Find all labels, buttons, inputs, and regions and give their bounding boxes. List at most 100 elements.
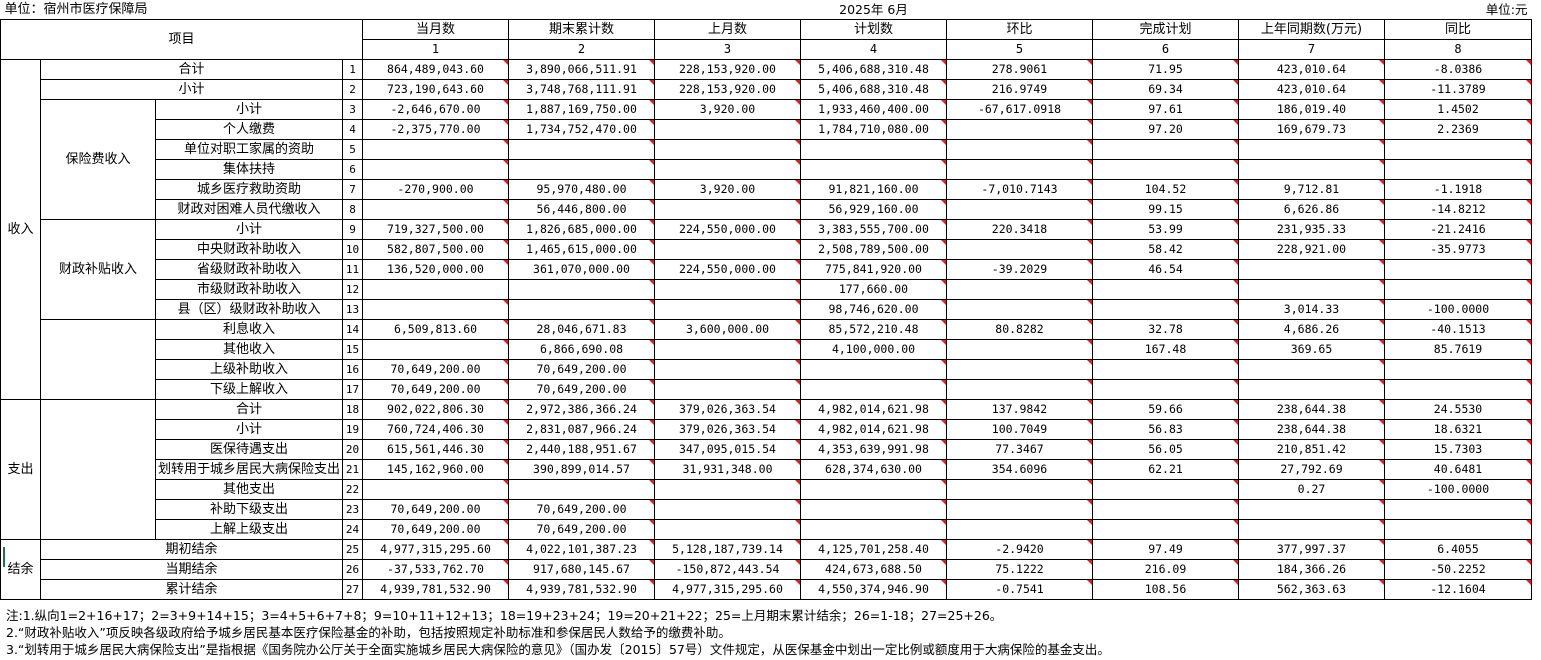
value-cell[interactable]: 167.48 — [1092, 339, 1239, 360]
value-cell[interactable]: 224,550,000.00 — [654, 259, 801, 280]
value-cell[interactable] — [946, 379, 1093, 400]
value-cell[interactable]: -21.2416 — [1384, 219, 1532, 240]
value-cell[interactable] — [654, 199, 801, 220]
value-cell[interactable]: 56.05 — [1092, 439, 1239, 460]
value-cell[interactable]: 70,649,200.00 — [508, 379, 655, 400]
value-cell[interactable]: -37,533,762.70 — [362, 559, 509, 580]
value-cell[interactable]: -2,646,670.00 — [362, 99, 509, 120]
value-cell[interactable]: 917,680,145.67 — [508, 559, 655, 580]
value-cell[interactable]: 59.66 — [1092, 399, 1239, 420]
value-cell[interactable] — [800, 479, 947, 500]
value-cell[interactable]: 32.78 — [1092, 319, 1239, 340]
value-cell[interactable]: 615,561,446.30 — [362, 439, 509, 460]
value-cell[interactable]: 31,931,348.00 — [654, 459, 801, 480]
value-cell[interactable] — [1238, 139, 1385, 160]
value-cell[interactable]: -0.7541 — [946, 579, 1093, 600]
value-cell[interactable] — [800, 359, 947, 380]
value-cell[interactable]: 85.7619 — [1384, 339, 1532, 360]
value-cell[interactable] — [946, 479, 1093, 500]
value-cell[interactable] — [1092, 479, 1239, 500]
value-cell[interactable]: 224,550,000.00 — [654, 219, 801, 240]
value-cell[interactable]: 2,972,386,366.24 — [508, 399, 655, 420]
value-cell[interactable]: 1,734,752,470.00 — [508, 119, 655, 140]
value-cell[interactable] — [362, 139, 509, 160]
value-cell[interactable]: 24.5530 — [1384, 399, 1532, 420]
value-cell[interactable]: 390,899,014.57 — [508, 459, 655, 480]
value-cell[interactable]: 4,100,000.00 — [800, 339, 947, 360]
value-cell[interactable]: 62.21 — [1092, 459, 1239, 480]
value-cell[interactable]: 40.6481 — [1384, 459, 1532, 480]
value-cell[interactable]: -14.8212 — [1384, 199, 1532, 220]
value-cell[interactable] — [654, 299, 801, 320]
value-cell[interactable]: 136,520,000.00 — [362, 259, 509, 280]
value-cell[interactable]: 70,649,200.00 — [508, 499, 655, 520]
value-cell[interactable] — [1384, 499, 1532, 520]
value-cell[interactable]: 723,190,643.60 — [362, 79, 509, 100]
value-cell[interactable] — [654, 379, 801, 400]
value-cell[interactable]: 216.9749 — [946, 79, 1093, 100]
value-cell[interactable]: 70,649,200.00 — [508, 519, 655, 540]
value-cell[interactable]: 4,982,014,621.98 — [800, 399, 947, 420]
value-cell[interactable]: 69.34 — [1092, 79, 1239, 100]
value-cell[interactable]: 3,383,555,700.00 — [800, 219, 947, 240]
value-cell[interactable]: 423,010.64 — [1238, 59, 1385, 80]
value-cell[interactable] — [1238, 359, 1385, 380]
value-cell[interactable] — [1092, 159, 1239, 180]
value-cell[interactable]: -8.0386 — [1384, 59, 1532, 80]
value-cell[interactable]: 85,572,210.48 — [800, 319, 947, 340]
value-cell[interactable] — [946, 139, 1093, 160]
value-cell[interactable]: 4,977,315,295.60 — [654, 579, 801, 600]
value-cell[interactable] — [362, 199, 509, 220]
value-cell[interactable]: 760,724,406.30 — [362, 419, 509, 440]
value-cell[interactable]: 3,748,768,111.91 — [508, 79, 655, 100]
value-cell[interactable]: 6.4055 — [1384, 539, 1532, 560]
value-cell[interactable]: 56,446,800.00 — [508, 199, 655, 220]
value-cell[interactable] — [946, 499, 1093, 520]
value-cell[interactable] — [654, 339, 801, 360]
value-cell[interactable] — [654, 119, 801, 140]
value-cell[interactable]: -7,010.7143 — [946, 179, 1093, 200]
value-cell[interactable]: 0.27 — [1238, 479, 1385, 500]
value-cell[interactable]: 6,866,690.08 — [508, 339, 655, 360]
value-cell[interactable]: 228,153,920.00 — [654, 79, 801, 100]
value-cell[interactable] — [800, 379, 947, 400]
value-cell[interactable]: 5,406,688,310.48 — [800, 59, 947, 80]
value-cell[interactable]: 15.7303 — [1384, 439, 1532, 460]
value-cell[interactable] — [362, 299, 509, 320]
value-cell[interactable]: 2,440,188,951.67 — [508, 439, 655, 460]
value-cell[interactable] — [508, 139, 655, 160]
value-cell[interactable]: 1,933,460,400.00 — [800, 99, 947, 120]
value-cell[interactable]: -67,617.0918 — [946, 99, 1093, 120]
value-cell[interactable]: 1,887,169,750.00 — [508, 99, 655, 120]
value-cell[interactable]: 97.49 — [1092, 539, 1239, 560]
value-cell[interactable]: 9,712.81 — [1238, 179, 1385, 200]
value-cell[interactable]: 91,821,160.00 — [800, 179, 947, 200]
value-cell[interactable] — [362, 279, 509, 300]
value-cell[interactable]: 58.42 — [1092, 239, 1239, 260]
value-cell[interactable]: 424,673,688.50 — [800, 559, 947, 580]
value-cell[interactable]: 3,600,000.00 — [654, 319, 801, 340]
value-cell[interactable]: -270,900.00 — [362, 179, 509, 200]
value-cell[interactable] — [946, 519, 1093, 540]
value-cell[interactable] — [946, 359, 1093, 380]
value-cell[interactable] — [946, 199, 1093, 220]
value-cell[interactable]: 3,890,066,511.91 — [508, 59, 655, 80]
value-cell[interactable]: 864,489,043.60 — [362, 59, 509, 80]
value-cell[interactable]: 278.9061 — [946, 59, 1093, 80]
value-cell[interactable]: 4,939,781,532.90 — [508, 579, 655, 600]
value-cell[interactable] — [1384, 279, 1532, 300]
value-cell[interactable]: 238,644.38 — [1238, 419, 1385, 440]
value-cell[interactable]: 1,465,615,000.00 — [508, 239, 655, 260]
value-cell[interactable]: -11.3789 — [1384, 79, 1532, 100]
value-cell[interactable]: 46.54 — [1092, 259, 1239, 280]
value-cell[interactable] — [800, 159, 947, 180]
value-cell[interactable]: 775,841,920.00 — [800, 259, 947, 280]
value-cell[interactable] — [654, 279, 801, 300]
value-cell[interactable]: 2,508,789,500.00 — [800, 239, 947, 260]
value-cell[interactable] — [654, 239, 801, 260]
value-cell[interactable] — [1238, 499, 1385, 520]
value-cell[interactable]: 354.6096 — [946, 459, 1093, 480]
value-cell[interactable]: 228,153,920.00 — [654, 59, 801, 80]
value-cell[interactable] — [508, 479, 655, 500]
value-cell[interactable] — [1238, 379, 1385, 400]
